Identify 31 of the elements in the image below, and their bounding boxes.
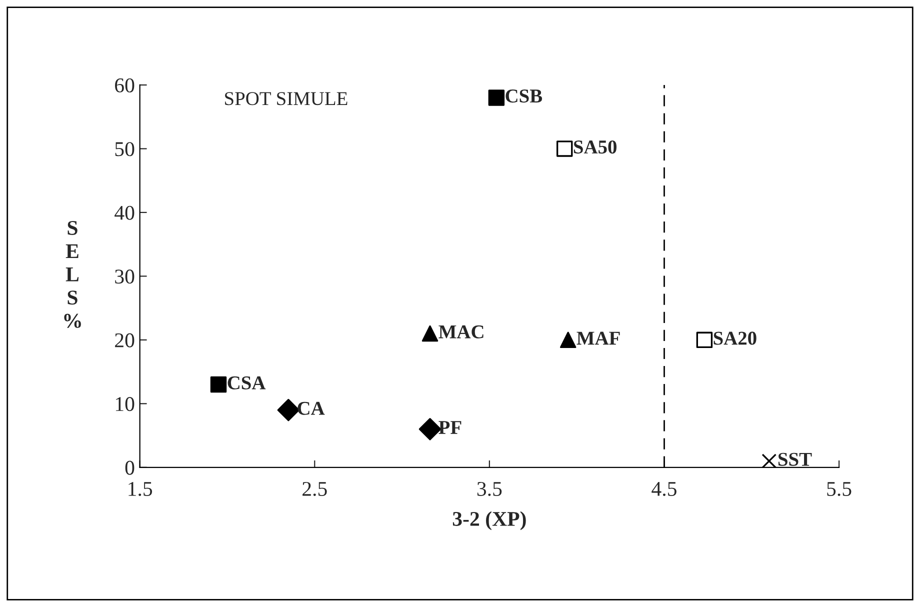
x-tick-label: 5.5: [827, 482, 852, 496]
point: [210, 376, 227, 393]
y-tick-label: 0: [125, 460, 134, 475]
y-tick-label: 40: [114, 206, 134, 220]
y-tick-label: 20: [115, 333, 134, 348]
series-label: SA50: [574, 140, 616, 154]
series-label: MAC: [438, 325, 484, 338]
point: [560, 332, 576, 348]
point: [556, 140, 573, 157]
annotation: SPOT SIMULE: [225, 92, 348, 106]
y-tick-label: 60: [115, 78, 134, 92]
point: [696, 332, 713, 348]
y-tick-label: 30: [115, 270, 134, 284]
x-axis-title: 3-2 (XP): [452, 511, 526, 530]
x-tick-label: 2.5: [302, 482, 327, 496]
x-tick-label: 4.5: [652, 482, 676, 496]
y-tick-label: 50: [115, 142, 134, 156]
y-tick-label: 10: [116, 397, 134, 412]
series-label: CSA: [228, 376, 266, 390]
series-label: MAF: [576, 332, 620, 345]
x-tick-label: 3.5: [477, 482, 502, 496]
series-label: SA20: [714, 332, 756, 345]
point: [762, 454, 777, 468]
y-axis-title: SELS%: [64, 220, 81, 328]
point: [422, 325, 438, 342]
series-label: PF: [438, 421, 462, 434]
point: [488, 90, 505, 106]
series-label: CSB: [506, 90, 542, 103]
series-label: CA: [298, 402, 325, 415]
x-tick-label: 1.5: [128, 482, 152, 496]
series-label: SST: [778, 452, 812, 466]
